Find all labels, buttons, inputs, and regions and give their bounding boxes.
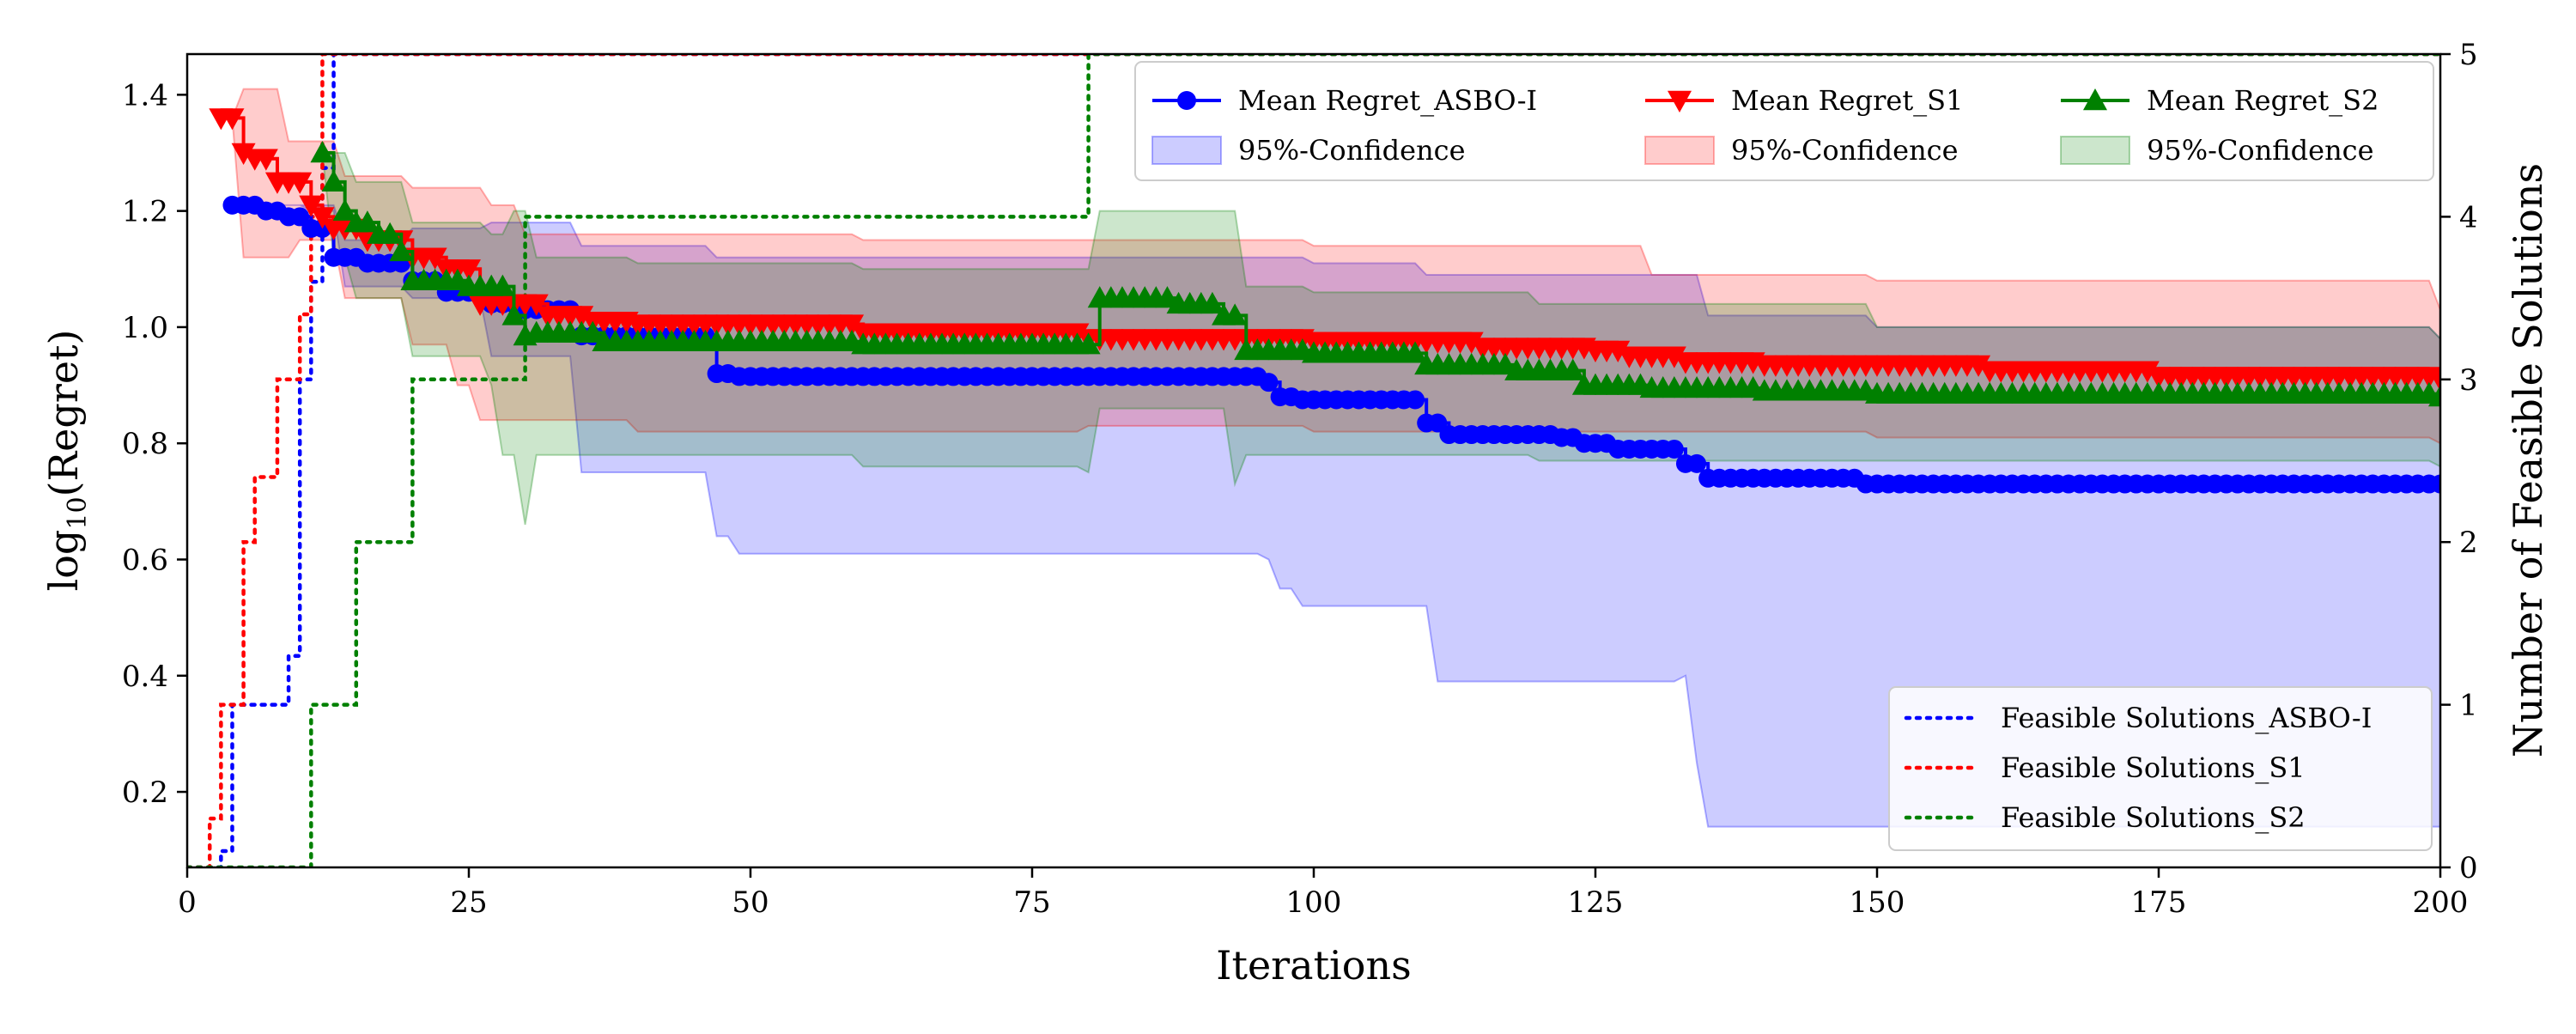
feasible-line-2 [187,54,2440,867]
series-2-marker [1200,291,1224,314]
series-1-marker [422,247,447,270]
series-2 [310,140,2440,407]
legend-feasible-label-0: Feasible Solutions_ASBO-I [2001,702,2372,734]
y-axis-title: log10(Regret) [40,330,93,592]
feasible-line-1 [187,54,2440,867]
series-1-marker [299,195,324,217]
legend-band-label-2: 95%-Confidence [2147,134,2374,167]
confidence-band-1 [221,88,2440,445]
feasible-line-0 [187,54,2440,867]
x-tick-label: 0 [178,885,197,920]
series-2-marker [580,320,605,343]
series-1-marker [2135,361,2160,383]
legend-marker-1 [1668,90,1692,113]
y2-tick-label: 3 [2459,363,2478,398]
axes: 0 25 50 75 100 125 150 175 2000.20.40.60.81.01.2… [122,38,2478,920]
legend-feasible-label-1: Feasible Solutions_S1 [2001,751,2306,784]
regret-lines [209,108,2440,494]
series-1-marker [1966,355,1991,377]
legend-label-1: Mean Regret_S1 [1731,84,1963,117]
legend-marker-2 [2083,88,2107,111]
series-1-marker [457,259,481,282]
legend-marker-0 [1177,91,1196,110]
series-2-marker [310,140,335,163]
series-2-marker [321,169,346,192]
series-0-marker [1428,413,1448,433]
series-2-marker [389,239,414,262]
legend-label-2: Mean Regret_S2 [2147,84,2379,117]
legend-main-frame [1134,61,2434,181]
legend-band-label-0: 95%-Confidence [1238,134,1466,167]
x-tick-label: 175 [2131,885,2187,920]
series-1-marker [1606,340,1631,362]
y2-tick-label: 0 [2459,851,2478,885]
y2-tick-label: 1 [2459,689,2478,723]
y-tick-label: 1.4 [122,78,168,113]
series-2-marker [2428,385,2440,407]
x-tick-label: 100 [1286,885,1342,920]
series-1-marker [231,143,256,165]
series-1-marker [310,207,335,229]
y-axis-title-rest: (Regret) [40,330,87,497]
legend-band-swatch-1 [1644,136,1715,165]
y2-axis-title: Number of Feasible Solutions [2505,163,2551,757]
legend-feasible-frame [1888,686,2433,851]
series-2-marker [1560,358,1585,380]
x-tick-label: 200 [2413,885,2469,920]
feasible-lines [187,54,2440,867]
y-tick-label: 0.8 [122,427,168,461]
series-0-marker [1259,373,1279,392]
legend-main: Mean Regret_ASBO-I Mean Regret_S1 Mean Reg… [1134,61,2434,181]
legend-band-swatch-0 [1151,136,1222,165]
y-tick-label: 1.2 [122,195,168,229]
series-2-marker [332,198,357,221]
series-1-marker [524,294,549,316]
series-2-marker [378,222,403,244]
y-tick-label: 0.6 [122,543,168,577]
x-tick-label: 50 [732,885,769,920]
legend-feasible: Feasible Solutions_ASBO-I Feasible Soluti… [1888,686,2433,851]
series-0-marker [1406,390,1425,410]
series-2-marker [1403,341,1428,363]
series-2-marker [501,303,526,325]
legend-label-0: Mean Regret_ASBO-I [1238,84,1537,117]
y2-tick-label: 5 [2459,38,2478,72]
series-0-marker [2431,474,2440,494]
series-2-marker [1223,303,1248,325]
x-tick-label: 150 [1850,885,1905,920]
x-tick-label: 25 [450,885,487,920]
y2-tick-label: 2 [2459,526,2478,560]
y2-tick-label: 4 [2459,200,2478,234]
x-tick-label: 125 [1568,885,1624,920]
legend-band-label-1: 95%-Confidence [1731,134,1959,167]
series-1-marker [220,108,245,131]
series-1-marker [253,149,278,171]
y-tick-label: 0.4 [122,660,168,694]
series-1-marker [1459,331,1484,354]
series-1-marker [1662,346,1686,368]
y-tick-label: 0.2 [122,776,168,810]
series-1-marker [288,172,313,194]
series-2-marker [355,210,380,233]
x-axis-title: Iterations [1216,942,1411,988]
series-0-marker [1687,453,1707,473]
y-axis-title-base: log [40,530,87,592]
x-tick-label: 75 [1013,885,1050,920]
series-1-marker [2428,369,2440,392]
y-axis-title-sub: 10 [63,496,93,529]
series-1-marker [569,306,594,328]
series-2-marker [1076,332,1101,355]
series-0-marker [1664,439,1684,459]
legend-band-swatch-2 [2060,136,2130,165]
series-2-marker [490,274,515,296]
legend-feasible-label-2: Feasible Solutions_S2 [2001,801,2306,834]
series-0-marker [290,207,310,227]
series-1-marker [840,314,865,337]
y-tick-label: 1.0 [122,311,168,345]
